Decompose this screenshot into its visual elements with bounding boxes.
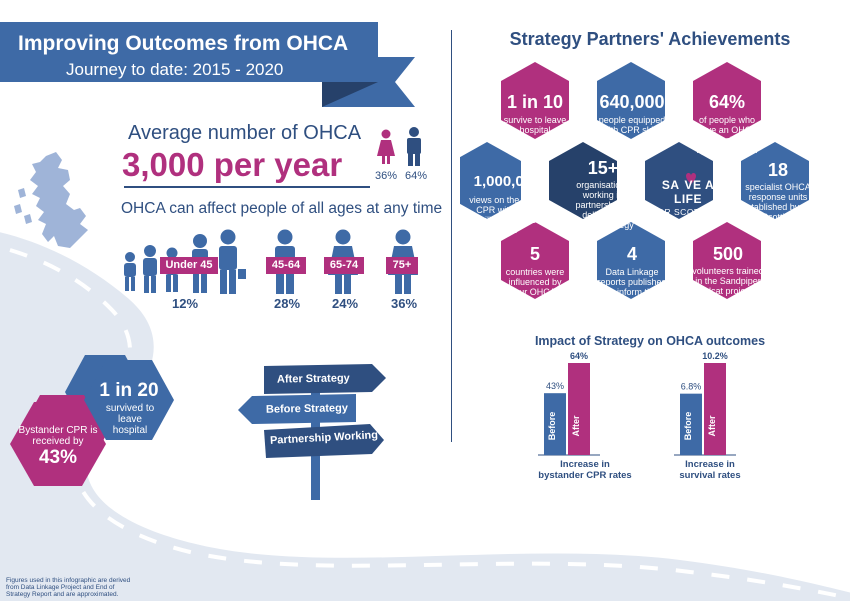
age-label-under45: Under 45 [160, 257, 218, 274]
hex-1000000: 1,000,000 views on the Learn CPR with Ca… [469, 173, 545, 235]
hex-500: 500 volunteers trained in the Sandpiper … [692, 244, 764, 326]
impact-caption-survival: Increase in survival rates [679, 459, 741, 481]
ages-heading: OHCA can affect people of all ages at an… [121, 200, 443, 217]
impact-value-after: 10.2% [702, 351, 728, 361]
partners-title: Strategy Partners' Achievements [509, 29, 791, 49]
survival-value: 1 in 20 [99, 380, 159, 401]
page-subtitle: Journey to date: 2015 - 2020 [66, 60, 284, 79]
age-pct-65-74: 24% [331, 296, 359, 311]
impact-value-before: 6.8% [681, 382, 702, 392]
impact-caption-cpr: Increase in bystander CPR rates [538, 459, 632, 481]
gender-icons [377, 127, 421, 166]
impact-bar-after [568, 363, 590, 455]
hex-5: 5 countries were influenced by our OHCA … [505, 244, 565, 307]
age-pct-45-64: 28% [273, 296, 301, 311]
section-divider [451, 30, 452, 442]
impact-label-before: Before [683, 412, 693, 441]
hex-1-in-10: 1 in 10 survive to leave hospital [503, 92, 567, 135]
hex-18: 18 specialist OHCA response units establ… [741, 160, 815, 242]
female-pct: 36% [375, 170, 398, 182]
hex-grid [460, 62, 809, 299]
impact-charts: 43% Before 64% After 6.8% Before 10.2% After [538, 351, 736, 456]
age-pct-under45: 12% [171, 296, 199, 311]
survival-text: survived to leave hospital [105, 403, 155, 436]
impact-title: Impact of Strategy on OHCA outcomes [534, 334, 766, 348]
save-a-life-logo: SA VE A LIFE FOR SCOTLAND [651, 178, 725, 217]
hex-640000: 640,000 people equipped with CPR skills [598, 92, 666, 135]
signpost [238, 364, 386, 500]
impact-label-after: After [571, 415, 581, 436]
bystander-hex [10, 402, 106, 486]
impact-value-after: 64% [570, 351, 588, 361]
divider [124, 186, 370, 188]
sign-before-strategy: Before Strategy [265, 402, 349, 416]
impact-value-before: 43% [546, 381, 564, 391]
age-label-45-64: 45-64 [266, 257, 306, 274]
average-label: Average number of OHCA [128, 122, 362, 144]
impact-bar-before [544, 393, 566, 455]
hex-64pct: 64% of people who have an OHCA receive b… [696, 92, 758, 155]
bystander-value: 43% [38, 447, 78, 468]
scotland-map [14, 152, 88, 248]
footnote: Figures used in this infographic are der… [6, 577, 131, 598]
impact-bar-before [680, 393, 702, 455]
average-value: 3,000 per year [122, 146, 343, 183]
impact-bar-after [704, 363, 726, 455]
sign-after-strategy: After Strategy [276, 372, 350, 386]
impact-label-after: After [707, 415, 717, 436]
page-title: Improving Outcomes from OHCA [18, 32, 349, 55]
age-label-75plus: 75+ [386, 257, 418, 274]
impact-label-before: Before [547, 412, 557, 441]
male-pct: 64% [405, 170, 428, 182]
survival-hex [84, 360, 174, 440]
age-label-65-74: 65-74 [324, 257, 364, 274]
bystander-text: Bystander CPR is received by [18, 425, 98, 447]
header-ribbon [0, 22, 415, 107]
hex-4: 4 Data Linkage reports published to info… [597, 244, 667, 307]
age-pct-75plus: 36% [390, 296, 418, 311]
hex-15plus: 15+ organisations working in partnership… [572, 158, 634, 230]
